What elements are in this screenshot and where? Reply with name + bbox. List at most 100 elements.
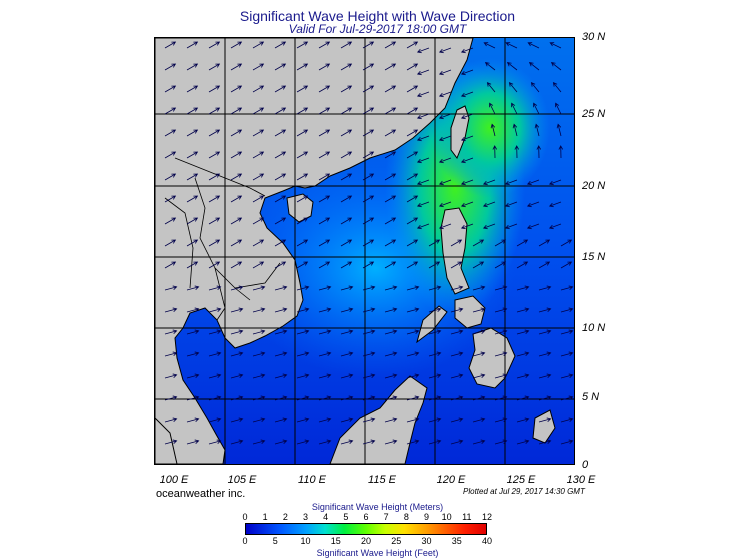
wave-direction-arrow [252, 195, 265, 203]
wave-direction-arrow [450, 261, 463, 269]
wave-direction-arrow [186, 307, 200, 313]
wave-direction-arrow [340, 85, 353, 93]
wave-direction-arrow [186, 417, 200, 423]
wave-direction-arrow [230, 373, 244, 379]
wave-direction-arrow [208, 195, 221, 203]
colorbar-meters-tick: 3 [302, 512, 308, 522]
wave-direction-arrow [460, 69, 474, 76]
wave-direction-arrow [362, 417, 376, 423]
wave-direction-arrow [560, 239, 573, 247]
wave-direction-arrow [406, 41, 419, 49]
wave-direction-arrow [560, 395, 574, 401]
wave-direction-arrow [230, 439, 244, 445]
wave-direction-arrow [318, 151, 331, 159]
wave-direction-arrow [538, 417, 552, 423]
wave-direction-arrow [274, 261, 287, 269]
colorbar-meters-tick: 4 [323, 512, 329, 522]
wave-direction-arrow [438, 135, 452, 142]
wave-direction-arrow [274, 173, 287, 181]
wave-direction-arrow [538, 329, 552, 335]
wave-direction-arrow [362, 107, 375, 115]
wave-direction-arrow [208, 351, 222, 357]
colorbar-feet-tick: 15 [330, 536, 341, 546]
brand-credit: oceanweather inc. [156, 488, 246, 500]
wave-direction-arrow [428, 351, 442, 357]
wave-direction-arrow [549, 42, 562, 49]
wave-direction-arrow [504, 201, 518, 208]
wave-direction-arrow [296, 395, 310, 401]
wave-direction-arrow [252, 63, 265, 71]
wave-direction-arrow [318, 239, 331, 247]
wave-direction-arrow [164, 417, 178, 423]
wave-direction-arrow [428, 239, 441, 247]
wave-direction-arrow [230, 129, 243, 137]
wave-direction-arrow [560, 439, 574, 445]
wave-direction-arrow [450, 307, 464, 313]
wave-direction-arrow [296, 351, 310, 357]
wave-direction-arrow [274, 195, 287, 203]
wave-direction-arrow [208, 373, 222, 379]
wave-direction-arrow [406, 261, 419, 269]
wave-direction-arrow [362, 439, 376, 445]
wave-direction-arrow [186, 173, 199, 181]
colorbar-feet-tick: 40 [481, 536, 492, 546]
wave-direction-arrow [450, 417, 464, 423]
wave-direction-arrow [164, 351, 178, 357]
wave-direction-arrow [318, 395, 332, 401]
wave-direction-arrow [318, 217, 331, 225]
wave-direction-arrow [208, 261, 221, 269]
wave-direction-arrow [296, 63, 309, 71]
wave-direction-arrow [296, 107, 309, 115]
wave-direction-arrow [384, 195, 397, 203]
wave-direction-arrow [482, 223, 496, 230]
wave-direction-arrow [416, 69, 430, 76]
wave-direction-arrow [516, 417, 530, 423]
wave-direction-arrow [318, 129, 331, 137]
wave-direction-arrow [230, 417, 244, 423]
wave-direction-arrow [340, 195, 353, 203]
wave-direction-arrow [450, 395, 464, 401]
wave-direction-arrow [362, 151, 375, 159]
wave-direction-arrow [230, 285, 244, 291]
wave-direction-arrow [472, 261, 485, 269]
wave-direction-arrow [340, 261, 353, 269]
wave-direction-arrow [536, 145, 542, 159]
wave-direction-arrow [186, 395, 200, 401]
lat-label-25n: 25 N [582, 108, 606, 120]
wave-direction-arrow [505, 42, 518, 49]
wave-direction-arrow [318, 285, 332, 291]
wave-direction-arrow [514, 145, 520, 159]
wave-direction-arrow [362, 285, 376, 291]
wave-direction-arrow [416, 179, 430, 186]
wave-direction-arrow [252, 307, 266, 313]
wave-direction-arrow [428, 329, 442, 335]
wave-direction-arrow [530, 82, 540, 93]
wave-direction-arrow [296, 329, 310, 335]
wave-direction-arrow [490, 123, 496, 137]
wave-direction-arrow [164, 239, 177, 247]
wave-direction-arrow [318, 329, 332, 335]
map-title: Significant Wave Height with Wave Direct… [239, 8, 516, 24]
wave-height-map [154, 37, 575, 465]
wave-direction-arrow [494, 417, 508, 423]
wave-direction-arrow [340, 129, 353, 137]
wave-direction-arrow [230, 239, 243, 247]
wave-direction-arrow [416, 223, 430, 230]
colorbar-feet-tick: 35 [451, 536, 462, 546]
wave-direction-arrow [528, 62, 540, 71]
wave-direction-arrow [362, 41, 375, 49]
wave-direction-arrow [208, 217, 221, 225]
wave-direction-arrow [494, 261, 507, 269]
colorbar-feet-tick: 5 [272, 536, 278, 546]
wave-direction-arrow [450, 373, 464, 379]
wave-direction-arrow [208, 173, 221, 181]
wave-direction-arrow [362, 261, 375, 269]
wave-direction-arrow [538, 395, 552, 401]
wave-direction-arrow [406, 129, 419, 137]
wave-direction-arrow [340, 417, 354, 423]
wave-direction-arrow [340, 373, 354, 379]
wave-direction-arrow [340, 351, 354, 357]
wave-direction-arrow [406, 439, 420, 445]
wave-direction-arrow [494, 239, 507, 247]
colorbar-feet-tick: 25 [391, 536, 402, 546]
